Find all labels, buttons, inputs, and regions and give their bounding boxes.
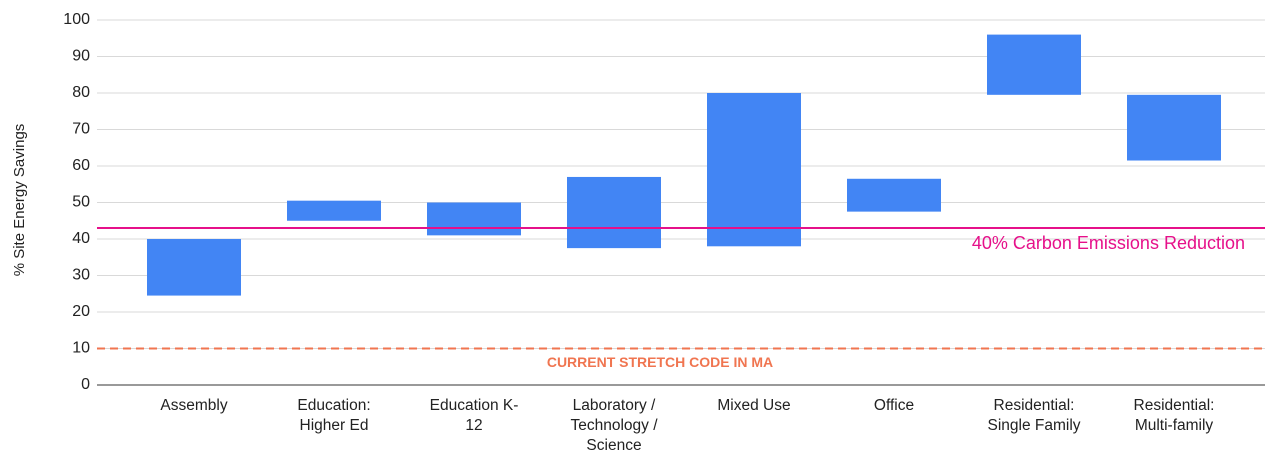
y-tick-label: 80	[72, 84, 90, 101]
y-tick-label: 60	[72, 157, 90, 174]
x-tick-label: Residential: Single Family	[987, 397, 1081, 434]
y-tick-label: 70	[72, 121, 90, 138]
reference-label: 40% Carbon Emissions Reduction	[972, 233, 1245, 253]
x-tick-label: Assembly	[160, 397, 228, 414]
bar	[427, 202, 521, 236]
y-axis-title: % Site Energy Savings	[11, 124, 28, 277]
y-tick-label: 20	[72, 303, 90, 320]
bar	[847, 178, 941, 212]
x-tick-label: Education K-12	[429, 397, 519, 434]
y-tick-label: 100	[63, 11, 90, 28]
y-tick-label: 10	[72, 340, 90, 357]
x-tick-label: Education: Higher Ed	[297, 397, 371, 434]
bar	[147, 239, 241, 296]
bar	[567, 176, 661, 249]
reference-label: CURRENT STRETCH CODE IN MA	[547, 354, 773, 370]
x-tick-label: Mixed Use	[717, 397, 791, 414]
y-tick-label: 50	[72, 194, 90, 211]
bar	[1127, 94, 1221, 161]
y-tick-label: 90	[72, 48, 90, 65]
x-tick-label: Residential: Multi-family	[1133, 397, 1215, 434]
bar	[287, 200, 381, 221]
x-tick-label: Laboratory / Technology / Science	[570, 397, 658, 454]
bar	[987, 34, 1081, 95]
x-tick-label: Office	[873, 397, 915, 414]
y-tick-label: 40	[72, 230, 90, 247]
y-tick-label: 0	[81, 376, 90, 393]
y-tick-label: 30	[72, 267, 90, 284]
bar	[707, 93, 801, 247]
